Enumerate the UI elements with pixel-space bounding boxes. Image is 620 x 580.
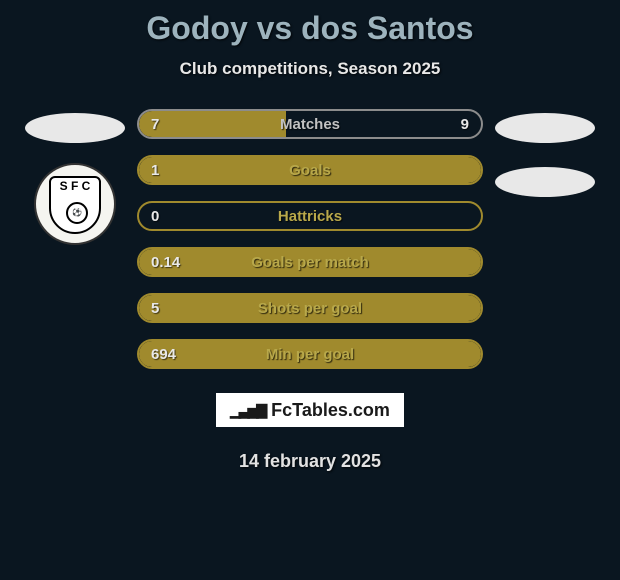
- stat-label: Hattricks: [139, 208, 481, 225]
- stat-label: Matches: [139, 116, 481, 133]
- subtitle: Club competitions, Season 2025: [180, 59, 441, 79]
- watermark-chart-icon: ▁▃▅▇: [230, 402, 265, 419]
- stat-label: Goals: [139, 162, 481, 179]
- watermark-text: FcTables.com: [271, 400, 390, 421]
- badge-shield: S F C ⚽: [49, 176, 101, 234]
- stat-label: Min per goal: [139, 346, 481, 363]
- club-badge: S F C ⚽: [34, 163, 116, 245]
- main-row: S F C ⚽ 7Matches9 1Goals 0Hattricks 0.14Goa…: [0, 109, 620, 369]
- date-text: 14 february 2025: [239, 451, 381, 472]
- stat-bar: 694Min per goal: [137, 339, 483, 369]
- stat-bar: 0Hattricks: [137, 201, 483, 231]
- watermark-badge: ▁▃▅▇ FcTables.com: [210, 387, 410, 433]
- title: Godoy vs dos Santos: [146, 10, 473, 47]
- badge-inner: S F C ⚽: [45, 170, 105, 238]
- stat-bar: 7Matches9: [137, 109, 483, 139]
- stat-right-value: 9: [461, 116, 469, 133]
- player1-ellipse: [25, 113, 125, 143]
- stat-bar: 0.14Goals per match: [137, 247, 483, 277]
- stat-label: Goals per match: [139, 254, 481, 271]
- stats-column: 7Matches9 1Goals 0Hattricks 0.14Goals per m…: [137, 109, 483, 369]
- infographic-container: Godoy vs dos Santos Club competitions, S…: [0, 0, 620, 472]
- badge-text: S F C: [60, 180, 91, 192]
- left-side-col: S F C ⚽: [25, 109, 125, 369]
- stat-bar: 5Shots per goal: [137, 293, 483, 323]
- stat-bar: 1Goals: [137, 155, 483, 185]
- stat-label: Shots per goal: [139, 300, 481, 317]
- badge-ball-icon: ⚽: [66, 202, 88, 224]
- right-side-col: [495, 109, 595, 369]
- player2-ellipse-1: [495, 113, 595, 143]
- player2-ellipse-2: [495, 167, 595, 197]
